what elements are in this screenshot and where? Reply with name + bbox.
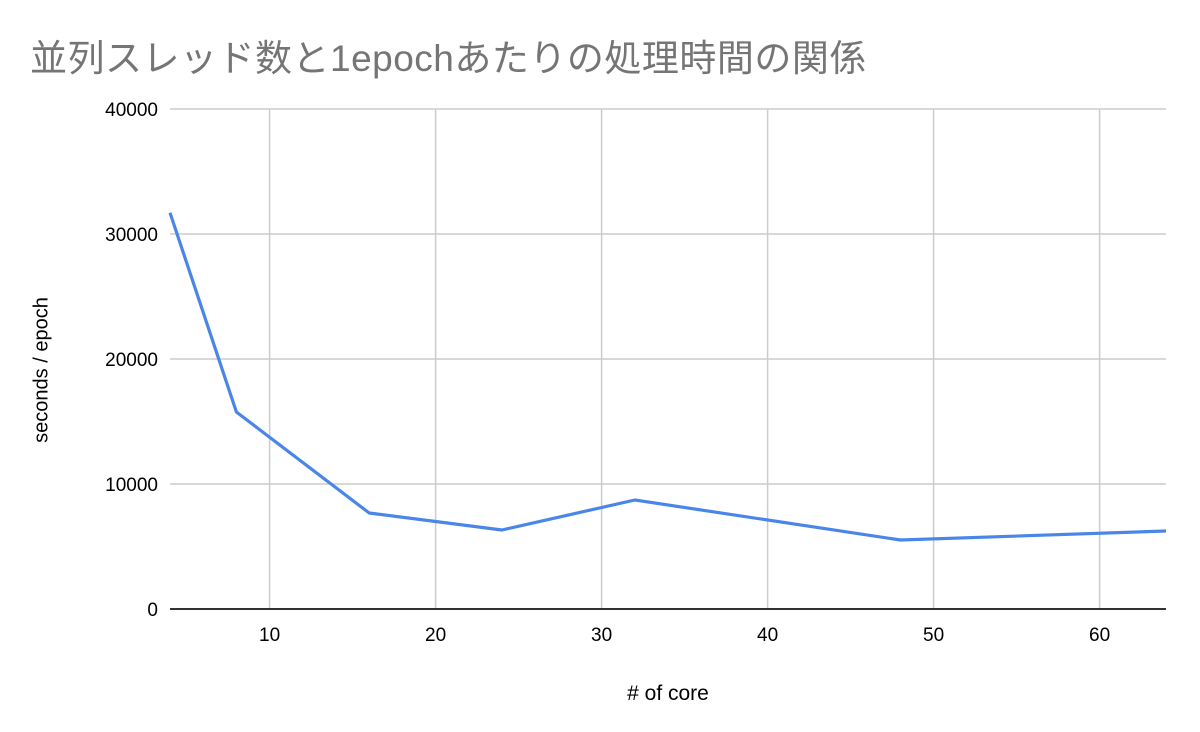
y-tick-label: 30000 [105, 225, 158, 246]
x-tick-label: 20 [425, 625, 446, 646]
x-tick-label: 60 [1089, 625, 1110, 646]
series-line [168, 212, 1167, 542]
y-tick-label: 0 [147, 600, 158, 621]
y-tick-label: 40000 [105, 100, 158, 121]
x-tick-label: 50 [923, 625, 944, 646]
x-tick-label: 10 [259, 625, 280, 646]
x-axis-label: # of core [627, 682, 709, 705]
gridlines [170, 108, 1166, 609]
x-tick-label: 30 [591, 625, 612, 646]
y-tick-label: 10000 [105, 475, 158, 496]
x-tick-label: 40 [757, 625, 778, 646]
y-tick-label: 20000 [105, 350, 158, 371]
tick-labels: 0 10000 20000 30000 40000 10 20 30 40 50 60 [105, 100, 1110, 646]
chart-title: 並列スレッド数と1epochあたりの処理時間の関係 [30, 38, 867, 79]
